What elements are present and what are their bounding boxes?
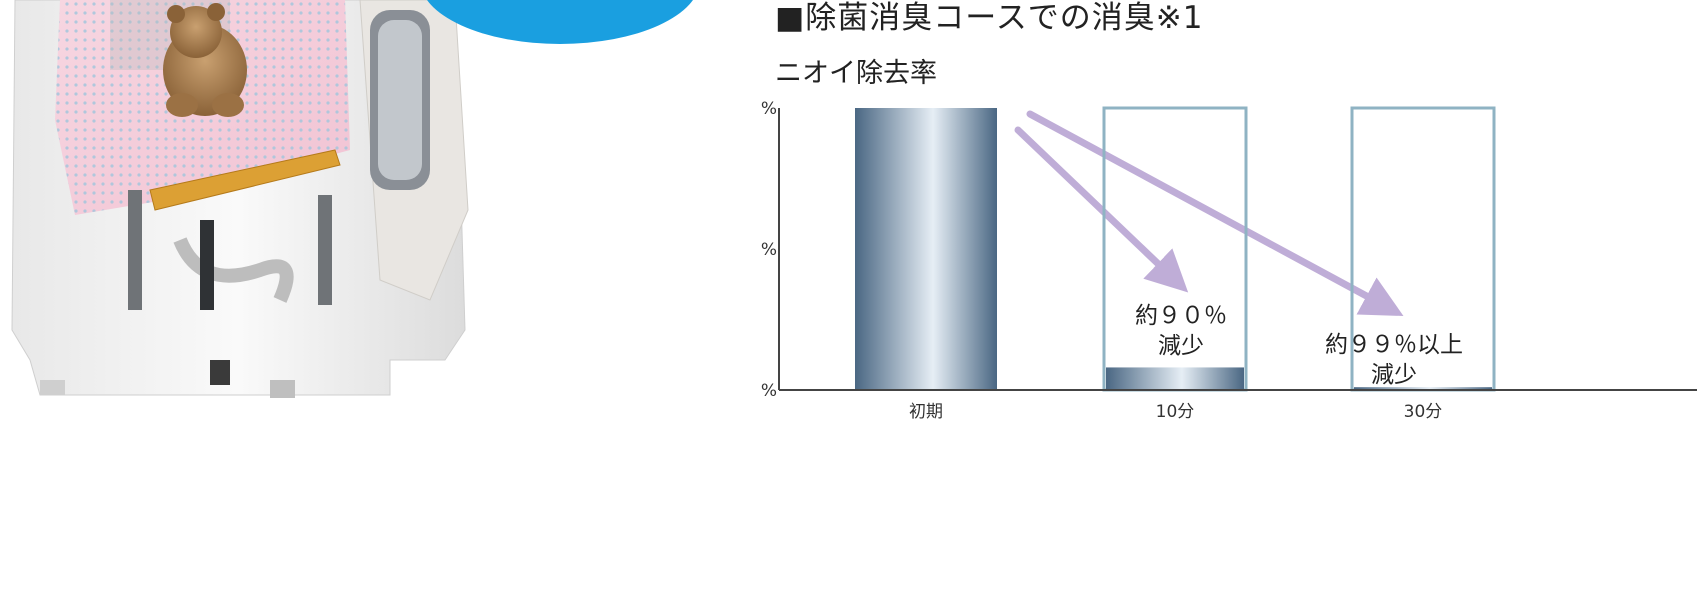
- decrease-arrow-1: [1026, 110, 1404, 316]
- x-tick-label: 初期: [909, 402, 943, 422]
- washing-machine-image: [11, 0, 693, 398]
- reduction-annotation: 約９９％以上: [1325, 332, 1463, 358]
- y-tick-label: 50%: [760, 240, 777, 260]
- x-tick-label: 30分: [1404, 402, 1443, 422]
- decrease-arrow-0: [1014, 126, 1189, 293]
- teddy-bear-icon: [163, 3, 247, 117]
- reduction-annotation: 減少: [1371, 362, 1417, 388]
- reduction-annotation: 約９０％: [1135, 303, 1227, 329]
- blue-bubble-badge: [427, 0, 693, 44]
- bar-0: [855, 108, 997, 390]
- bar-1: [1106, 367, 1244, 390]
- bar-2: [1354, 387, 1492, 390]
- chart-title: ■除菌消臭コースでの消臭※1: [775, 0, 1204, 36]
- y-tick-label: 0%: [760, 381, 777, 401]
- x-tick-label: 10分: [1156, 402, 1195, 422]
- chart-subtitle: ニオイ除去率: [775, 58, 937, 89]
- y-tick-label: 100%: [760, 99, 777, 119]
- reduction-annotation: 減少: [1158, 333, 1204, 359]
